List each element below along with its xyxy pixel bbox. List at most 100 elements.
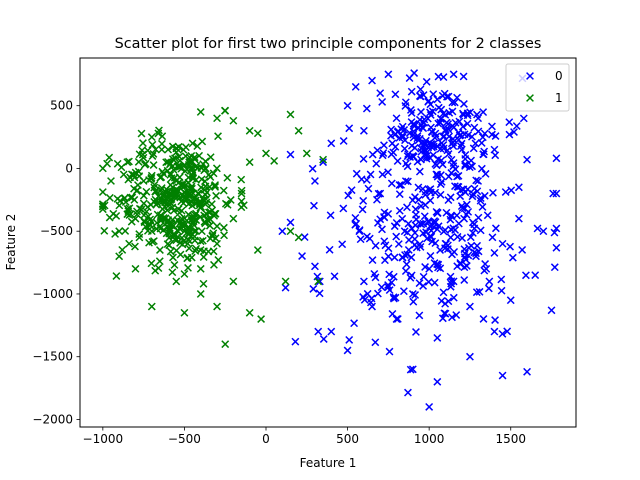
data-point-series-0 — [503, 327, 512, 336]
data-point-series-1 — [157, 139, 166, 148]
data-point-series-1 — [147, 173, 156, 182]
data-point-series-0 — [460, 214, 469, 223]
data-point-series-0 — [445, 108, 454, 117]
data-point-series-0 — [436, 190, 445, 199]
data-point-series-1 — [164, 187, 173, 196]
data-point-series-0 — [479, 108, 488, 117]
data-point-series-0 — [398, 122, 407, 131]
data-point-series-0 — [388, 309, 397, 318]
data-point-series-0 — [464, 243, 473, 252]
data-point-series-0 — [467, 132, 476, 141]
data-point-series-1 — [201, 165, 210, 173]
data-point-series-0 — [394, 240, 403, 248]
data-point-series-1 — [166, 199, 175, 207]
data-point-series-0 — [414, 183, 423, 192]
data-point-series-0 — [330, 272, 339, 281]
data-point-series-0 — [505, 118, 514, 127]
data-point-series-0 — [447, 277, 456, 286]
data-point-series-0 — [315, 277, 324, 286]
data-point-series-1 — [150, 180, 159, 189]
data-point-series-1 — [201, 177, 209, 186]
data-point-series-0 — [419, 124, 428, 133]
data-point-series-0 — [309, 285, 318, 293]
data-point-series-1 — [172, 144, 181, 153]
data-point-series-0 — [404, 177, 412, 186]
data-point-series-0 — [402, 260, 411, 269]
data-point-series-0 — [480, 129, 489, 138]
data-point-series-0 — [355, 226, 364, 235]
data-point-series-0 — [420, 145, 428, 153]
data-point-series-0 — [406, 106, 415, 114]
data-point-series-0 — [473, 110, 481, 119]
data-point-series-1 — [163, 223, 172, 232]
data-point-series-0 — [414, 195, 423, 204]
data-point-series-1 — [237, 197, 246, 206]
data-point-series-0 — [436, 118, 445, 127]
data-point-series-0 — [402, 159, 410, 168]
data-point-series-0 — [552, 224, 561, 233]
data-point-series-0 — [453, 182, 462, 191]
data-point-series-1 — [223, 200, 232, 209]
data-point-series-0 — [426, 251, 435, 260]
data-point-series-1 — [212, 164, 221, 173]
data-point-series-1 — [155, 126, 163, 135]
data-point-series-1 — [121, 227, 130, 235]
data-point-series-1 — [154, 192, 163, 201]
data-point-series-0 — [457, 139, 466, 148]
data-point-series-0 — [427, 233, 435, 242]
data-point-series-1 — [113, 159, 122, 168]
data-point-series-0 — [391, 293, 400, 302]
data-point-series-0 — [442, 118, 451, 127]
data-point-series-1 — [237, 189, 246, 198]
data-point-series-0 — [418, 184, 427, 193]
data-point-series-0 — [378, 170, 387, 179]
data-point-series-1 — [123, 205, 132, 213]
data-point-series-1 — [159, 190, 168, 199]
data-point-series-0 — [488, 130, 496, 139]
data-point-series-0 — [310, 201, 318, 210]
data-point-series-0 — [406, 273, 415, 282]
data-point-series-0 — [441, 299, 450, 308]
data-point-series-0 — [410, 235, 419, 244]
data-point-series-0 — [403, 250, 412, 259]
data-point-series-1 — [181, 167, 190, 175]
ticks-layer: −1000 −500 0 500 1000 1500 −2000 −1500 −1000 −500… — [32, 99, 526, 446]
data-point-series-1 — [169, 206, 178, 215]
data-point-series-0 — [315, 289, 324, 298]
data-point-series-0 — [427, 226, 436, 235]
data-point-series-0 — [474, 213, 483, 222]
data-point-series-0 — [514, 214, 523, 223]
data-point-series-1 — [189, 168, 198, 177]
data-point-series-1 — [156, 213, 165, 222]
data-point-series-1 — [129, 171, 138, 179]
data-point-series-0 — [491, 224, 500, 233]
data-point-series-1 — [177, 214, 186, 223]
data-point-series-0 — [501, 188, 510, 196]
data-point-series-0 — [448, 313, 456, 322]
data-point-series-1 — [125, 157, 133, 166]
data-point-series-1 — [198, 236, 207, 245]
data-point-series-0 — [407, 87, 416, 96]
data-point-series-1 — [185, 223, 194, 232]
data-point-series-1 — [221, 340, 230, 349]
data-point-series-0 — [416, 92, 425, 101]
data-point-series-0 — [409, 297, 418, 306]
data-point-series-0 — [431, 218, 440, 226]
data-point-series-0 — [510, 128, 518, 136]
data-point-series-0 — [443, 241, 452, 250]
data-point-series-0 — [439, 288, 448, 297]
data-point-series-1 — [185, 244, 194, 253]
data-point-series-1 — [211, 209, 220, 218]
data-point-series-1 — [262, 149, 270, 158]
data-point-series-1 — [187, 182, 196, 191]
data-point-series-1 — [130, 195, 139, 204]
data-point-series-1 — [168, 215, 177, 224]
data-point-series-0 — [463, 119, 472, 128]
data-point-series-0 — [311, 262, 319, 271]
data-point-series-0 — [398, 214, 407, 223]
data-point-series-1 — [196, 108, 205, 116]
data-point-series-0 — [380, 208, 389, 217]
data-point-series-1 — [165, 160, 174, 169]
data-point-series-1 — [139, 139, 147, 148]
data-point-series-0 — [429, 90, 438, 99]
